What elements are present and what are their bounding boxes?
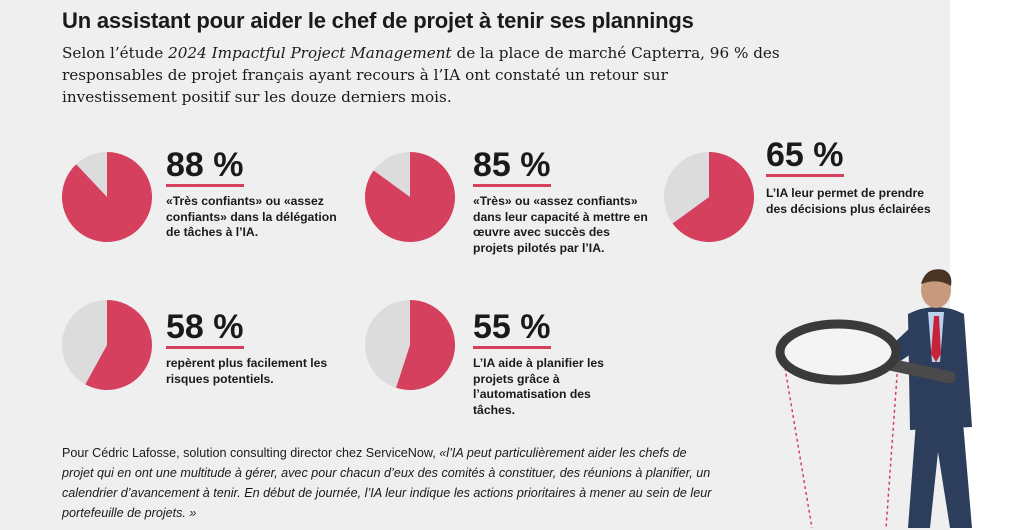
headline: Un assistant pour aider le chef de proje… xyxy=(62,8,694,33)
quote-intro: Pour Cédric Lafosse, solution consulting… xyxy=(62,446,440,460)
stat-percentage: 85 % xyxy=(473,146,551,187)
glass-handle xyxy=(886,358,956,384)
stat-percentage: 88 % xyxy=(166,146,244,187)
quote-paragraph: Pour Cédric Lafosse, solution consulting… xyxy=(62,443,712,523)
infographic-panel: Un assistant pour aider le chef de proje… xyxy=(0,0,950,530)
pie-chart xyxy=(365,300,455,390)
pie-chart xyxy=(62,300,152,390)
stat-description: «Très confiants» ou «assez confiants» da… xyxy=(166,194,337,239)
stat-percentage: 65 % xyxy=(766,136,844,177)
pie-chart xyxy=(664,152,754,242)
study-title: 2024 Impactful Project Management xyxy=(168,44,452,62)
tie xyxy=(931,316,941,362)
stat-percentage: 58 % xyxy=(166,308,244,349)
lead-paragraph: Selon l’étude 2024 Impactful Project Man… xyxy=(62,42,782,108)
light-cone xyxy=(781,349,899,528)
lead-text-before: Selon l’étude xyxy=(62,44,169,62)
jacket xyxy=(908,307,972,430)
stat-percentage: 55 % xyxy=(473,308,551,349)
stat-description: L’IA leur permet de prendre des décision… xyxy=(766,186,931,216)
pie-value-slice xyxy=(396,300,455,390)
hair xyxy=(921,269,952,286)
businessman-with-magnifying-glass-icon xyxy=(775,269,972,528)
pie-value-slice xyxy=(85,300,152,390)
pie-chart xyxy=(62,152,152,242)
lead-text-after: de la place de marché Capterra, 96 % des… xyxy=(62,44,780,106)
quote-text: «l’IA peut particulièrement aider les ch… xyxy=(62,446,712,520)
stat-description: «Très» ou «assez confiants» dans leur ca… xyxy=(473,194,648,255)
pie-value-slice xyxy=(365,152,455,242)
pie-chart xyxy=(365,152,455,242)
stat-description: repèrent plus facilement les risques pot… xyxy=(166,356,328,386)
stat-description: L’IA aide à planifier les projets grâce … xyxy=(473,356,604,417)
pie-value-slice xyxy=(672,152,754,242)
glass-lens xyxy=(775,319,901,385)
legs xyxy=(908,422,972,528)
pie-value-slice xyxy=(62,152,152,242)
